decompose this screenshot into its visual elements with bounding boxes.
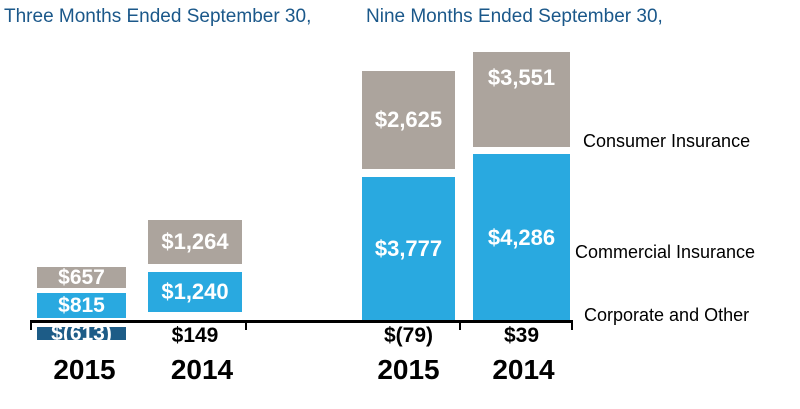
segment-commercial-insurance: $1,240 xyxy=(148,272,242,312)
segment-commercial-insurance: $4,286 xyxy=(473,154,570,321)
segment-consumer-insurance: $3,551 xyxy=(473,52,570,147)
x-axis-year-label: 2015 xyxy=(53,354,116,385)
group-title-three-months: Three Months Ended September 30, xyxy=(4,6,312,27)
corporate-other-value-label: $149 xyxy=(171,324,219,347)
x-axis-year-label: 2015 xyxy=(377,354,440,385)
bar-three-months-2014: $1,264 $1,240 xyxy=(148,0,242,409)
group-title-nine-months: Nine Months Ended September 30, xyxy=(366,6,663,27)
segment-consumer-insurance: $1,264 xyxy=(148,220,242,264)
bar-nine-months-2014: $3,551 $4,286 xyxy=(473,0,570,409)
x-axis-year-label: 2014 xyxy=(170,354,234,385)
x-axis-line xyxy=(30,320,573,323)
axis-tick xyxy=(245,320,247,330)
segment-consumer-insurance: $2,625 xyxy=(362,71,455,169)
segment-corporate-other-negative: $(613) xyxy=(37,327,126,340)
segment-consumer-insurance: $657 xyxy=(37,267,126,288)
corporate-other-value-label: $(79) xyxy=(383,324,434,347)
axis-tick xyxy=(30,320,32,330)
x-axis-year-label: 2014 xyxy=(492,354,555,385)
bar-three-months-2015: $657 $815 $(613) xyxy=(37,0,126,409)
legend-commercial-insurance: Commercial Insurance xyxy=(575,242,756,262)
segment-commercial-insurance: $3,777 xyxy=(362,177,455,321)
legend-corporate-and-other: Corporate and Other xyxy=(584,305,750,325)
axis-tick xyxy=(571,320,573,330)
legend-consumer-insurance: Consumer Insurance xyxy=(583,131,751,151)
bar-nine-months-2015: $2,625 $3,777 xyxy=(362,0,455,409)
segment-commercial-insurance: $815 xyxy=(37,293,126,318)
axis-tick xyxy=(459,320,461,330)
corporate-other-value-label: $39 xyxy=(503,324,540,347)
